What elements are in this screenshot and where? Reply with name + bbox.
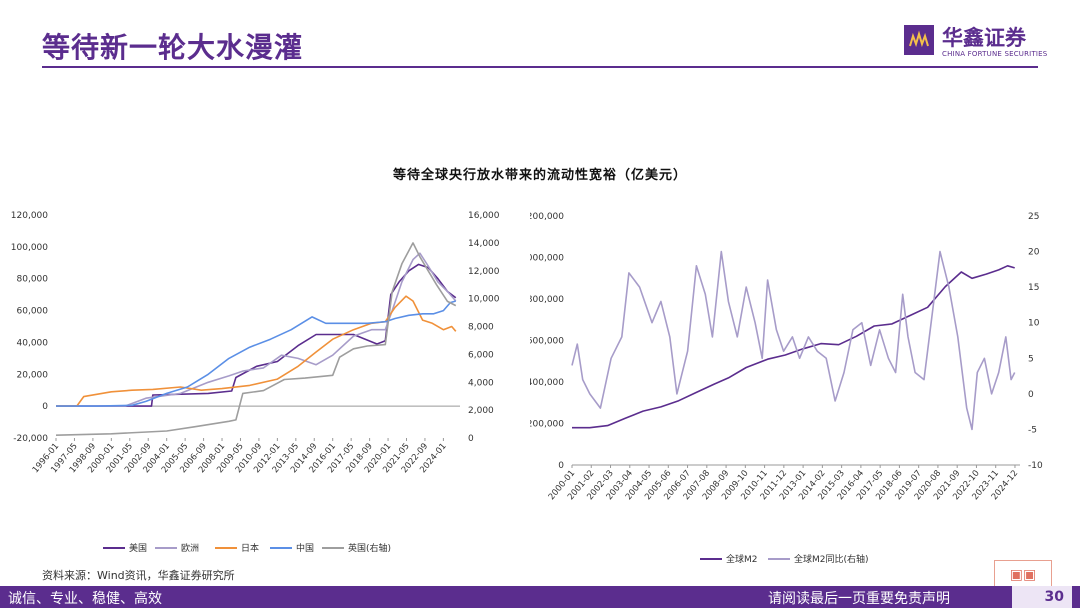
y-left-tick-label: 20,000 bbox=[17, 370, 49, 380]
legend-label: 中国 bbox=[296, 542, 314, 554]
y-left-tick-label: 0 bbox=[42, 402, 48, 412]
y-right-tick-label: 10 bbox=[1028, 319, 1040, 329]
central-bank-balance-chart: -20,000 0 20,000 40,000 60,000 80,000 100,000 1… bbox=[11, 211, 500, 554]
y-left-tick-label: 80,000 bbox=[17, 275, 49, 285]
y-right-tick-label: 0 bbox=[1028, 390, 1034, 400]
y-left-tick-label: 60,000 bbox=[17, 307, 49, 317]
series-line-uk bbox=[55, 242, 457, 436]
y-right-tick-label: 6,000 bbox=[468, 350, 494, 360]
y-right-tick-label: -5 bbox=[1028, 425, 1037, 435]
y-left-tick-label: 0 bbox=[558, 461, 564, 471]
logo-mark-icon bbox=[904, 25, 934, 55]
y-left-tick-label: 120,000 bbox=[11, 211, 48, 221]
logo-text-en: CHINA FORTUNE SECURITIES bbox=[942, 50, 1048, 58]
y-left-tick-label: 100,000 bbox=[11, 243, 48, 253]
legend-label: 全球M2同比(右轴) bbox=[794, 553, 869, 565]
page-title: 等待新一轮大水漫灌 bbox=[42, 31, 304, 64]
page-number: 30 bbox=[1012, 586, 1072, 608]
legend-label: 全球M2 bbox=[726, 553, 758, 565]
footer-slogan: 诚信、专业、稳健、高效 bbox=[8, 591, 162, 607]
y-right-tick-label: 20 bbox=[1028, 248, 1040, 258]
y-left-tick-label: 1,200,000 bbox=[530, 212, 564, 222]
y-right-tick-label: 0 bbox=[468, 434, 474, 444]
y-right-tick-label: 15 bbox=[1028, 283, 1039, 293]
y-right-tick-label: 10,000 bbox=[468, 295, 500, 305]
legend-label: 欧洲 bbox=[181, 542, 199, 554]
series-line-m2yoy bbox=[571, 250, 1016, 431]
y-left-tick-label: 1,000,000 bbox=[530, 254, 564, 264]
legend-label: 日本 bbox=[241, 542, 259, 554]
series-line-eu bbox=[56, 252, 457, 407]
y-right-tick-label: 2,000 bbox=[468, 406, 494, 416]
y-left-tick-label: 600,000 bbox=[530, 337, 564, 347]
y-right-tick-label: 25 bbox=[1028, 212, 1039, 222]
y-left-tick-label: 400,000 bbox=[530, 378, 564, 388]
title-divider bbox=[42, 66, 1038, 68]
source-note: 资料来源：Wind资讯，华鑫证券研究所 bbox=[42, 569, 235, 582]
series-line-cn bbox=[56, 300, 457, 407]
legend-label: 英国(右轴) bbox=[348, 542, 391, 554]
y-right-tick-label: 14,000 bbox=[468, 239, 500, 249]
series-line-m2 bbox=[572, 265, 1015, 429]
legend-label: 美国 bbox=[129, 542, 147, 554]
series-line-us bbox=[56, 263, 457, 407]
y-left-tick-label: 800,000 bbox=[530, 295, 564, 305]
chart-title: 等待全球央行放水带来的流动性宽裕（亿美元） bbox=[392, 168, 687, 183]
global-m2-chart: 0 200,000 400,000 600,000 800,000 1,000,000 1,… bbox=[530, 212, 1043, 565]
y-left-tick-label: -20,000 bbox=[13, 434, 48, 444]
y-right-tick-label: 4,000 bbox=[468, 378, 494, 388]
y-right-tick-label: 5 bbox=[1028, 354, 1034, 364]
y-left-tick-label: 40,000 bbox=[17, 338, 49, 348]
y-left-tick-label: 200,000 bbox=[530, 420, 564, 430]
footer-disclaimer: 请阅读最后一页重要免责声明 bbox=[768, 591, 950, 607]
footer-bar: 诚信、专业、稳健、高效 请阅读最后一页重要免责声明 30 bbox=[0, 586, 1080, 608]
y-right-tick-label: 12,000 bbox=[468, 267, 500, 277]
y-right-tick-label: 8,000 bbox=[468, 323, 494, 333]
logo-text-cn: 华鑫证券 bbox=[942, 26, 1026, 50]
y-right-tick-label: 16,000 bbox=[468, 211, 500, 221]
y-right-tick-label: -10 bbox=[1028, 461, 1043, 471]
brand-logo: 华鑫证券 CHINA FORTUNE SECURITIES bbox=[904, 22, 1047, 62]
series-line-jp bbox=[56, 295, 457, 407]
